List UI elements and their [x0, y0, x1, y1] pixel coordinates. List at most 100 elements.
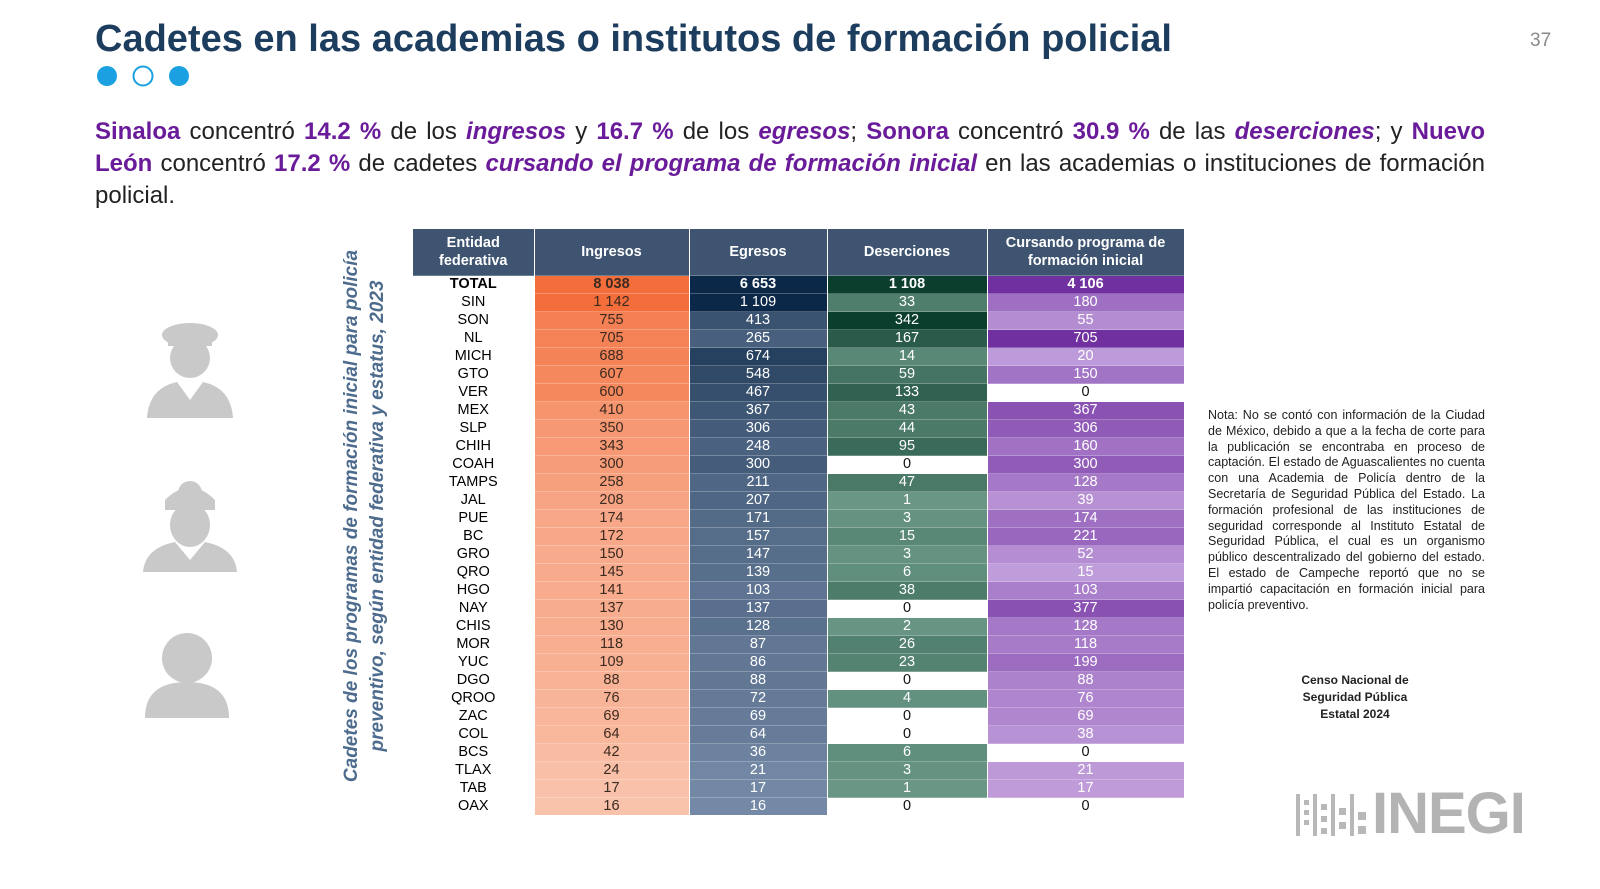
intro-paragraph: Sinaloa concentró 14.2 % de los ingresos… — [95, 116, 1485, 212]
value-cell: 20 — [987, 347, 1185, 366]
entity-cell: TAMPS — [413, 473, 535, 492]
value-cell: 44 — [827, 419, 988, 438]
entity-cell: MOR — [413, 635, 535, 654]
entity-cell: COL — [413, 725, 535, 744]
table-row: MOR 118 87 26 118 — [413, 635, 1185, 654]
highlight: 14.2 % — [304, 118, 382, 145]
value-cell: 36 — [689, 743, 828, 762]
highlight: cursando el programa de formación inicia… — [485, 150, 977, 177]
entity-cell: CHIS — [413, 617, 535, 636]
slide-title: Cadetes en las academias o institutos de… — [95, 18, 1172, 60]
entity-cell: GRO — [413, 545, 535, 564]
table-row: PUE 174 171 3 174 — [413, 509, 1185, 528]
value-cell: 0 — [827, 797, 988, 815]
value-cell: 103 — [987, 581, 1185, 600]
value-cell: 0 — [827, 725, 988, 744]
value-cell: 38 — [987, 725, 1185, 744]
entity-cell: MICH — [413, 347, 535, 366]
value-cell: 26 — [827, 635, 988, 654]
table-caption: Cadetes de los programas de formación in… — [339, 236, 391, 796]
value-cell: 128 — [987, 473, 1185, 492]
column-header: Cursando programa de formación inicial — [987, 229, 1185, 276]
value-cell: 139 — [689, 563, 828, 582]
value-cell: 86 — [689, 653, 828, 672]
table-row: SON 755 413 342 55 — [413, 311, 1185, 330]
value-cell: 103 — [689, 581, 828, 600]
value-cell: 211 — [689, 473, 828, 492]
entity-cell: PUE — [413, 509, 535, 528]
text: y — [566, 118, 597, 145]
table-row: BC 172 157 15 221 — [413, 527, 1185, 546]
table-row: CHIS 130 128 2 128 — [413, 617, 1185, 636]
column-header: Ingresos — [534, 229, 690, 276]
value-cell: 0 — [827, 455, 988, 474]
caption-line: Cadetes de los programas de formación in… — [341, 249, 362, 783]
value-cell: 1 — [827, 491, 988, 510]
source-line: Seguridad Pública — [1302, 690, 1408, 704]
value-cell: 23 — [827, 653, 988, 672]
entity-cell: BCS — [413, 743, 535, 762]
value-cell: 6 653 — [689, 275, 828, 294]
value-cell: 300 — [987, 455, 1185, 474]
value-cell: 14 — [827, 347, 988, 366]
value-cell: 1 108 — [827, 275, 988, 294]
value-cell: 87 — [689, 635, 828, 654]
entity-cell: TLAX — [413, 761, 535, 780]
caption-line: preventivo, según entidad federativa y e… — [367, 280, 388, 752]
highlight: Sinaloa — [95, 118, 181, 145]
value-cell: 3 — [827, 761, 988, 780]
table-row: BCS 42 36 6 0 — [413, 743, 1185, 762]
text: de los — [673, 118, 759, 145]
value-cell: 130 — [534, 617, 690, 636]
entity-cell: NL — [413, 329, 535, 348]
source-line: Estatal 2024 — [1320, 707, 1390, 721]
icons — [143, 323, 237, 718]
entity-cell: YUC — [413, 653, 535, 672]
value-cell: 350 — [534, 419, 690, 438]
entity-cell: COAH — [413, 455, 535, 474]
value-cell: 6 — [827, 743, 988, 762]
table-row: ZAC 69 69 0 69 — [413, 707, 1185, 726]
value-cell: 17 — [534, 779, 690, 798]
value-cell: 88 — [689, 671, 828, 690]
value-cell: 467 — [689, 383, 828, 402]
table-row: NAY 137 137 0 377 — [413, 599, 1185, 618]
entity-cell: GTO — [413, 365, 535, 384]
value-cell: 688 — [534, 347, 690, 366]
value-cell: 16 — [689, 797, 828, 815]
column-header: Deserciones — [827, 229, 988, 276]
source: Censo Nacional de Seguridad Pública Esta… — [1280, 672, 1430, 723]
entity-cell: NAY — [413, 599, 535, 618]
value-cell: 69 — [534, 707, 690, 726]
value-cell: 128 — [987, 617, 1185, 636]
value-cell: 0 — [987, 383, 1185, 402]
value-cell: 118 — [987, 635, 1185, 654]
value-cell: 147 — [689, 545, 828, 564]
value-cell: 248 — [689, 437, 828, 456]
value-cell: 1 — [827, 779, 988, 798]
text: concentró — [948, 118, 1073, 145]
value-cell: 55 — [987, 311, 1185, 330]
table-row: OAX 16 16 0 0 — [413, 797, 1185, 815]
entity-cell: CHIH — [413, 437, 535, 456]
progress-dots — [97, 65, 189, 87]
value-cell: 24 — [534, 761, 690, 780]
value-cell: 76 — [987, 689, 1185, 708]
value-cell: 600 — [534, 383, 690, 402]
entity-cell: VER — [413, 383, 535, 402]
value-cell: 76 — [534, 689, 690, 708]
value-cell: 17 — [987, 779, 1185, 798]
value-cell: 674 — [689, 347, 828, 366]
column-header: Entidad federativa — [413, 229, 535, 276]
value-cell: 118 — [534, 635, 690, 654]
table-row: JAL 208 207 1 39 — [413, 491, 1185, 510]
value-cell: 88 — [534, 671, 690, 690]
value-cell: 3 — [827, 509, 988, 528]
value-cell: 8 038 — [534, 275, 690, 294]
table-row: GRO 150 147 3 52 — [413, 545, 1185, 564]
text: concentró — [152, 150, 275, 177]
value-cell: 137 — [534, 599, 690, 618]
table-row: QROO 76 72 4 76 — [413, 689, 1185, 708]
value-cell: 174 — [534, 509, 690, 528]
highlight: 17.2 % — [274, 150, 351, 177]
